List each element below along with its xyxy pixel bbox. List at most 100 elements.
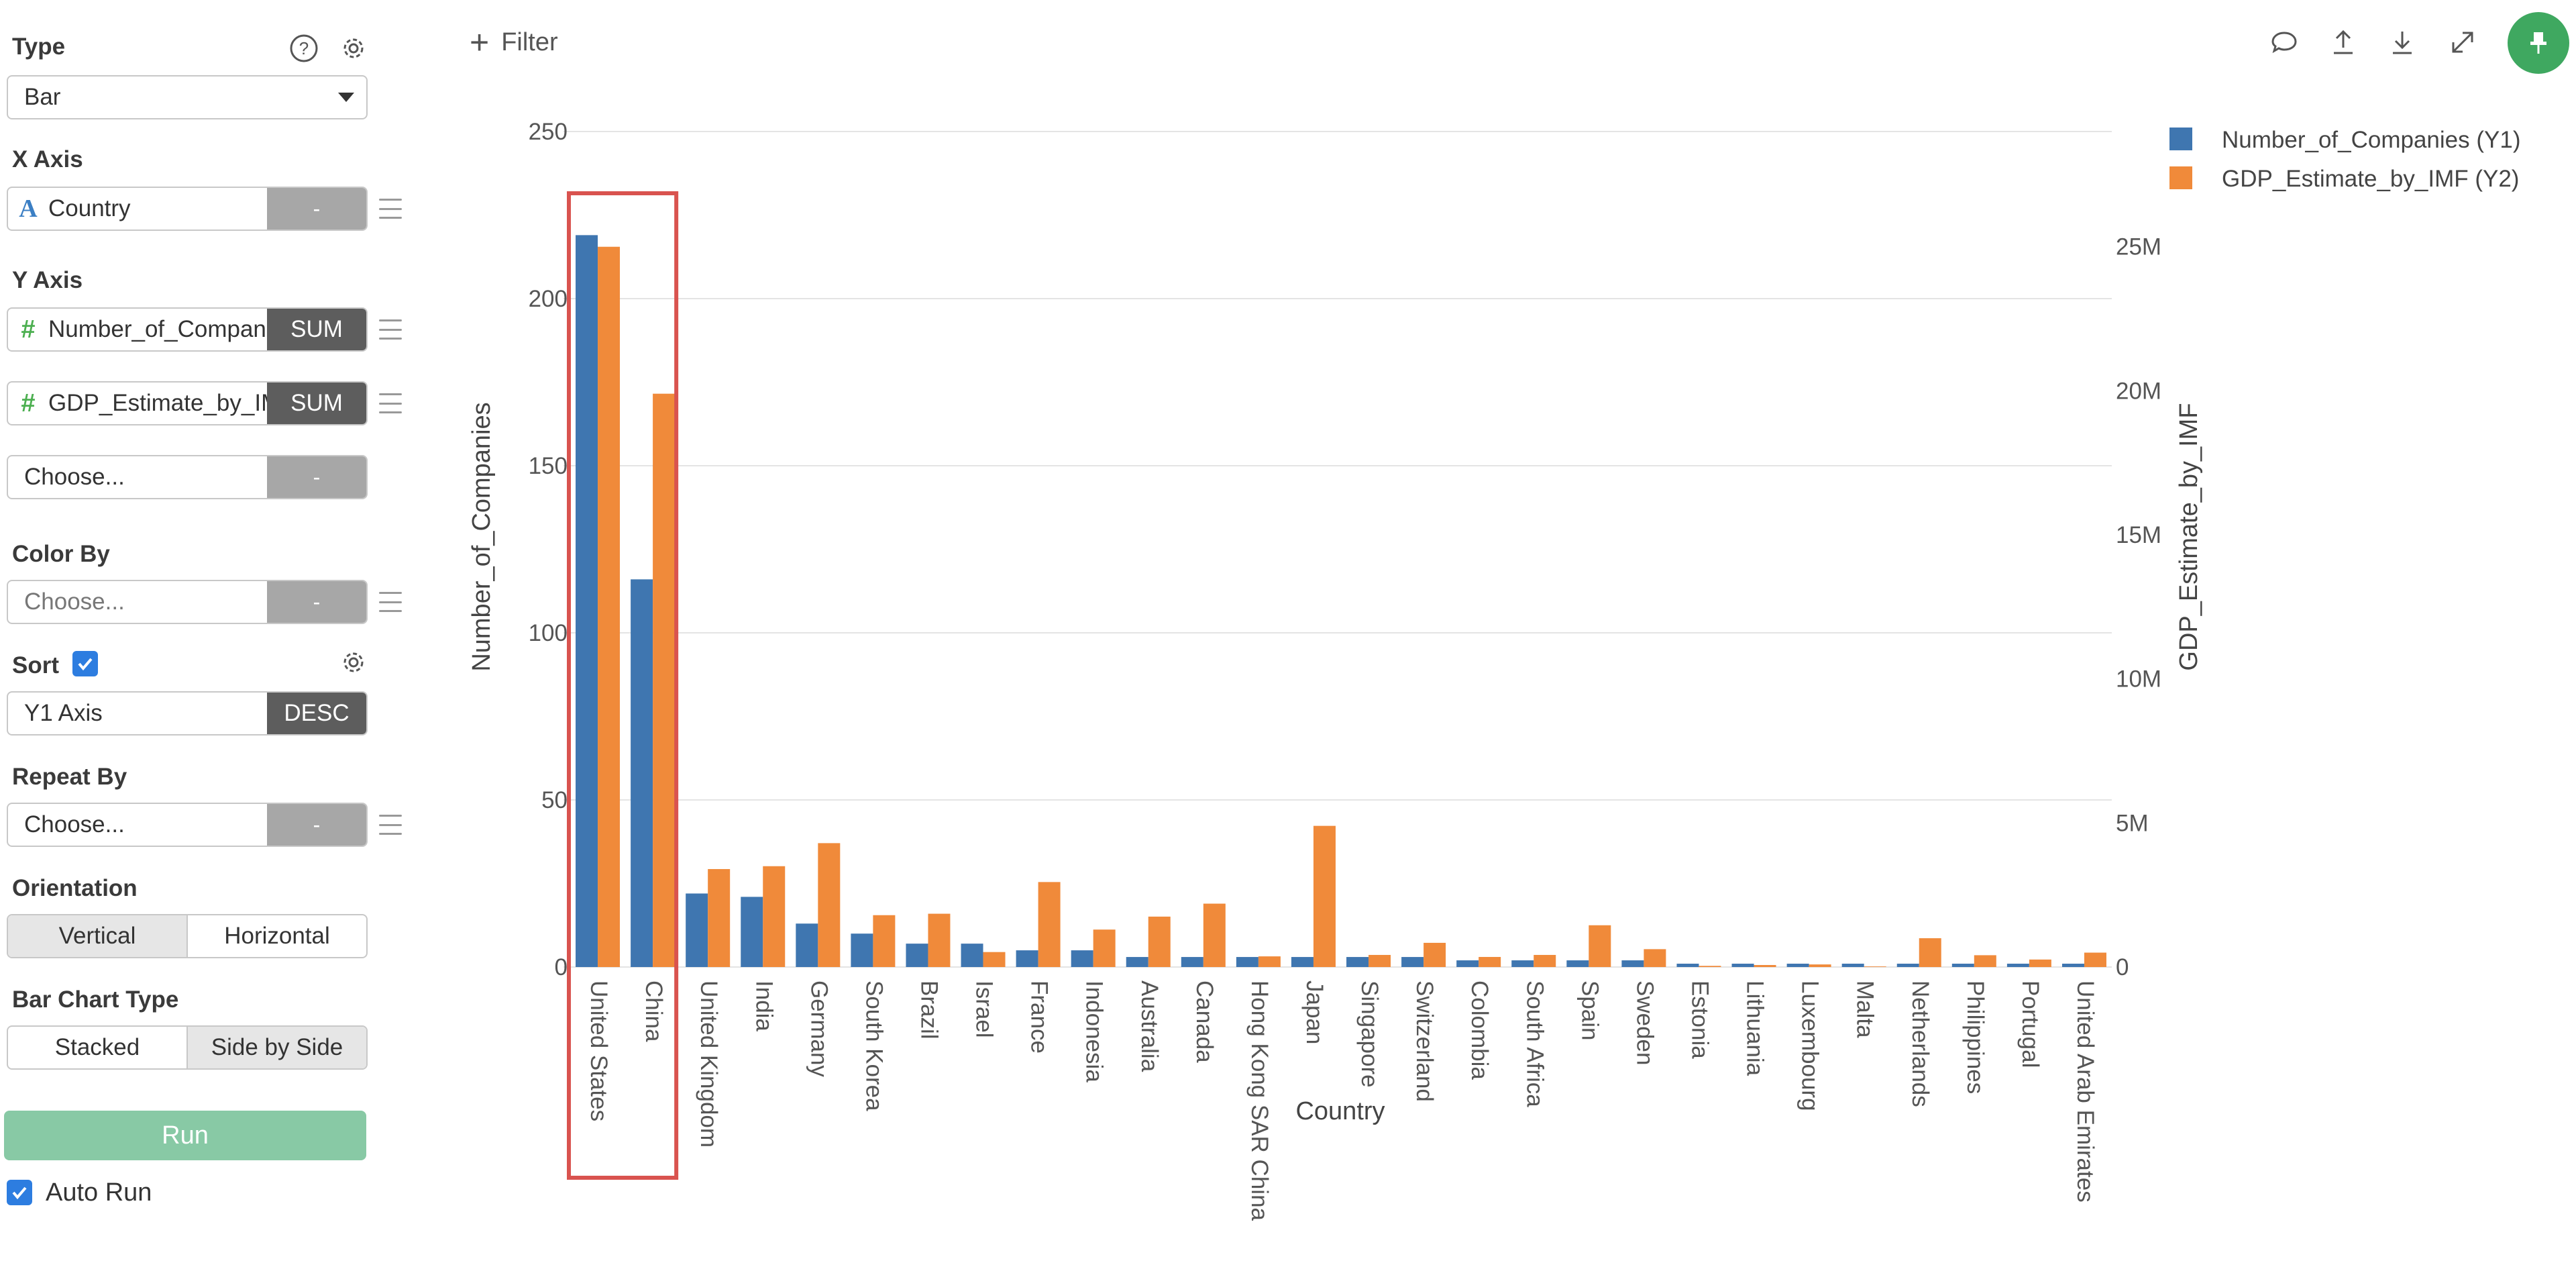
- download-icon[interactable]: [2384, 24, 2420, 60]
- expand-icon[interactable]: [2445, 24, 2481, 60]
- bar-series-1: [1511, 960, 1534, 967]
- type-label: Type: [12, 34, 66, 60]
- bar-series-2: [1589, 925, 1611, 967]
- bar-series-1: [906, 944, 928, 967]
- auto-run-checkbox[interactable]: [7, 1180, 32, 1205]
- bar-series-2: [763, 866, 786, 967]
- bar-series-1: [851, 933, 873, 967]
- gear-icon[interactable]: [337, 32, 370, 65]
- pin-icon[interactable]: [2508, 12, 2569, 74]
- chart-config-sidebar: Type ? Bar X Axis A Country - Y Axis # N…: [0, 0, 402, 1267]
- drag-handle-icon[interactable]: [379, 393, 402, 413]
- x-axis-option-button[interactable]: -: [267, 188, 366, 230]
- y-tick-label: 50: [541, 787, 568, 813]
- bar-series-2: [598, 246, 621, 968]
- drag-handle-icon[interactable]: [379, 199, 402, 219]
- y-axis-choose-option-button[interactable]: -: [267, 456, 366, 498]
- text-type-icon: A: [19, 195, 38, 223]
- legend-label-series-1[interactable]: Number_of_Companies (Y1): [2222, 127, 2520, 153]
- legend-swatch-series-1: [2169, 128, 2192, 150]
- x-tick-label: Hong Kong SAR China: [1246, 980, 1273, 1221]
- bar-series-1: [2006, 964, 2029, 967]
- repeat-by-option-button[interactable]: -: [267, 804, 366, 846]
- bar-series-2: [873, 915, 896, 967]
- repeat-by-field[interactable]: Choose... -: [7, 803, 368, 847]
- x-tick-label: Malta: [1852, 980, 1878, 1038]
- sort-label: Sort: [12, 652, 59, 678]
- upload-icon[interactable]: [2325, 24, 2361, 60]
- bar-series-2: [1258, 956, 1281, 967]
- chart-legend: Number_of_Companies (Y1) GDP_Estimate_by…: [2169, 127, 2520, 192]
- y-axis-field-1[interactable]: # Number_of_Companies SUM: [7, 307, 368, 352]
- color-by-placeholder: Choose...: [24, 589, 125, 615]
- sort-checkbox[interactable]: [72, 651, 98, 676]
- bar-series-1: [631, 579, 653, 967]
- y2-tick-label: 20M: [2116, 378, 2161, 404]
- run-button[interactable]: Run: [4, 1111, 366, 1160]
- x-tick-label: Germany: [806, 980, 832, 1077]
- y-axis-field-2-name: GDP_Estimate_by_IMF: [48, 390, 267, 416]
- bar-series-2: [1479, 956, 1501, 967]
- bar-series-1: [1896, 964, 1919, 967]
- x-tick-label: South Africa: [1521, 980, 1548, 1107]
- x-tick-label: Spain: [1576, 980, 1603, 1041]
- bar-chart-type-side-by-side-option[interactable]: Side by Side: [186, 1027, 366, 1068]
- y2-tick-label: 5M: [2116, 810, 2149, 836]
- sort-settings-gear-icon[interactable]: [337, 646, 370, 679]
- x-tick-label: Philippines: [1962, 980, 1988, 1094]
- help-icon[interactable]: ?: [287, 32, 321, 65]
- bar-series-1: [1731, 964, 1754, 967]
- x-axis-field[interactable]: A Country -: [7, 187, 368, 231]
- bar-chart-type-stacked-option[interactable]: Stacked: [54, 1034, 140, 1060]
- bar-series-2: [2084, 952, 2106, 967]
- y-axis-field-2-aggregation[interactable]: SUM: [267, 383, 366, 424]
- bar-series-2: [1313, 825, 1336, 967]
- bar-series-1: [1621, 960, 1644, 967]
- x-tick-label: Japan: [1301, 980, 1328, 1044]
- y-axis-field-1-aggregation[interactable]: SUM: [267, 309, 366, 350]
- orientation-vertical-option[interactable]: Vertical: [8, 915, 186, 957]
- plus-icon: +: [470, 23, 490, 61]
- highlight-box: [567, 191, 679, 1180]
- y-axis-field-2[interactable]: # GDP_Estimate_by_IMF SUM: [7, 381, 368, 425]
- sort-field[interactable]: Y1 Axis DESC: [7, 691, 368, 736]
- bar-series-1: [1236, 957, 1258, 967]
- svg-text:?: ?: [299, 38, 309, 58]
- x-tick-label: India: [751, 980, 777, 1031]
- caret-down-icon: [326, 93, 366, 102]
- drag-handle-icon[interactable]: [379, 815, 402, 835]
- chart-type-select[interactable]: Bar: [7, 75, 368, 119]
- x-tick-label: France: [1026, 980, 1053, 1054]
- legend-label-series-2[interactable]: GDP_Estimate_by_IMF (Y2): [2222, 166, 2519, 192]
- color-by-option-button[interactable]: -: [267, 581, 366, 623]
- drag-handle-icon[interactable]: [379, 319, 402, 340]
- x-tick-label: Lithuania: [1742, 980, 1768, 1076]
- y-tick-label: 200: [529, 286, 568, 312]
- y2-tick-label: 25M: [2116, 234, 2161, 260]
- x-tick-label: United Kingdom: [696, 980, 722, 1148]
- y-axis-field-1-name: Number_of_Companies: [48, 316, 267, 342]
- comment-icon[interactable]: [2266, 24, 2302, 60]
- sort-order-button[interactable]: DESC: [267, 693, 366, 734]
- bar-series-2: [653, 393, 676, 967]
- y-axis-choose-field[interactable]: Choose... -: [7, 455, 368, 499]
- bar-series-2: [1919, 938, 1941, 967]
- color-by-field[interactable]: Choose... -: [7, 580, 368, 624]
- x-tick-label: Israel: [971, 980, 998, 1038]
- bar-series-1: [1786, 964, 1809, 967]
- bar-series-1: [796, 923, 818, 967]
- bar-series-1: [1291, 957, 1313, 967]
- color-by-label: Color By: [12, 541, 110, 567]
- repeat-by-label: Repeat By: [12, 764, 127, 790]
- x-axis-title: Country: [1295, 1097, 1385, 1125]
- y2-tick-label: 0: [2116, 954, 2129, 980]
- x-tick-label: Brazil: [916, 980, 942, 1040]
- bar-series-2: [1809, 964, 1831, 967]
- drag-handle-icon[interactable]: [379, 592, 402, 612]
- add-filter-button[interactable]: + Filter: [470, 26, 558, 59]
- y-tick-label: 100: [529, 620, 568, 646]
- bar-series-2: [983, 952, 1006, 967]
- y-tick-label: 0: [555, 954, 568, 980]
- orientation-horizontal-option[interactable]: Horizontal: [186, 915, 366, 957]
- y2-tick-label: 10M: [2116, 666, 2161, 693]
